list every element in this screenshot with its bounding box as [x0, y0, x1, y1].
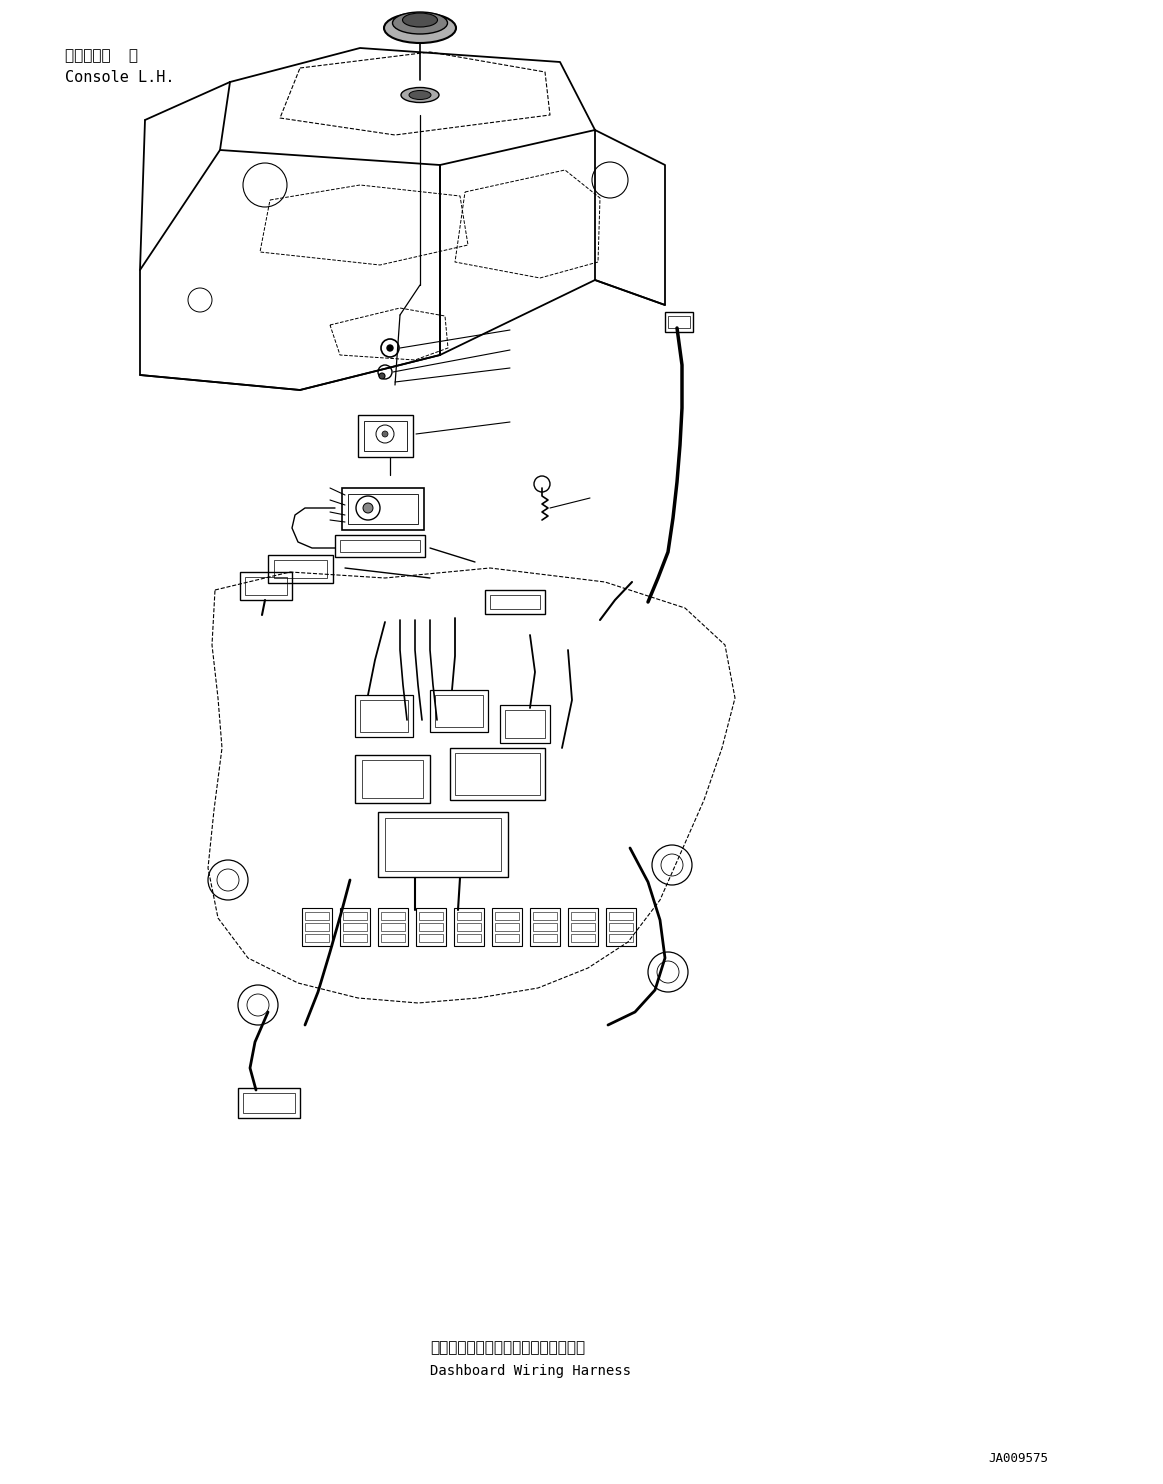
Bar [609, 913, 633, 920]
Bar [457, 923, 481, 930]
Circle shape [387, 344, 393, 352]
Ellipse shape [402, 13, 437, 27]
Bar [485, 591, 545, 614]
Bar [495, 933, 519, 942]
Circle shape [363, 503, 373, 513]
Ellipse shape [392, 12, 448, 34]
Bar [533, 913, 557, 920]
Bar [609, 923, 633, 930]
Bar [340, 540, 420, 552]
Bar [495, 923, 519, 930]
Bar [343, 923, 368, 930]
Bar [668, 316, 690, 328]
Bar [533, 933, 557, 942]
Ellipse shape [401, 88, 438, 102]
Bar [355, 695, 413, 738]
Bar [343, 913, 368, 920]
Bar [430, 690, 488, 732]
Text: Console L.H.: Console L.H. [65, 70, 174, 85]
Bar [343, 933, 368, 942]
Bar [450, 748, 545, 800]
Bar [505, 709, 545, 738]
Bar [358, 416, 413, 457]
Bar [571, 923, 595, 930]
Bar [305, 933, 329, 942]
Bar [355, 755, 430, 803]
Bar [305, 923, 329, 930]
Bar [240, 571, 292, 600]
Bar [457, 933, 481, 942]
Bar [267, 555, 333, 583]
Bar [385, 818, 501, 871]
Bar [335, 536, 424, 556]
Circle shape [381, 430, 388, 436]
Bar [606, 908, 636, 945]
Bar [490, 595, 540, 608]
Text: Dashboard Wiring Harness: Dashboard Wiring Harness [430, 1364, 632, 1379]
Bar [342, 488, 424, 530]
Bar [361, 700, 408, 732]
Bar [381, 913, 405, 920]
Bar [419, 913, 443, 920]
Text: ダッシュボードワイヤリングハーネス: ダッシュボードワイヤリングハーネス [430, 1340, 585, 1355]
Bar [495, 913, 519, 920]
Bar [381, 923, 405, 930]
Bar [305, 913, 329, 920]
Bar [533, 923, 557, 930]
Bar [378, 812, 508, 877]
Bar [609, 933, 633, 942]
Text: コンソール  左: コンソール 左 [65, 47, 138, 62]
Bar [274, 559, 327, 577]
Bar [454, 908, 484, 945]
Bar [530, 908, 561, 945]
Bar [243, 1094, 295, 1113]
Bar [340, 908, 370, 945]
Bar [665, 312, 693, 332]
Text: JA009575: JA009575 [989, 1451, 1048, 1465]
Bar [378, 908, 408, 945]
Circle shape [379, 372, 385, 378]
Bar [364, 421, 407, 451]
Bar [419, 923, 443, 930]
Bar [568, 908, 598, 945]
Bar [362, 760, 423, 798]
Bar [500, 705, 550, 743]
Bar [238, 1088, 300, 1117]
Bar [348, 494, 418, 524]
Ellipse shape [384, 13, 456, 43]
Bar [381, 933, 405, 942]
Bar [571, 913, 595, 920]
Bar [457, 913, 481, 920]
Bar [416, 908, 445, 945]
Bar [302, 908, 331, 945]
Bar [245, 577, 287, 595]
Bar [455, 752, 540, 795]
Bar [492, 908, 522, 945]
Bar [435, 695, 483, 727]
Bar [571, 933, 595, 942]
Bar [419, 933, 443, 942]
Ellipse shape [409, 91, 431, 99]
